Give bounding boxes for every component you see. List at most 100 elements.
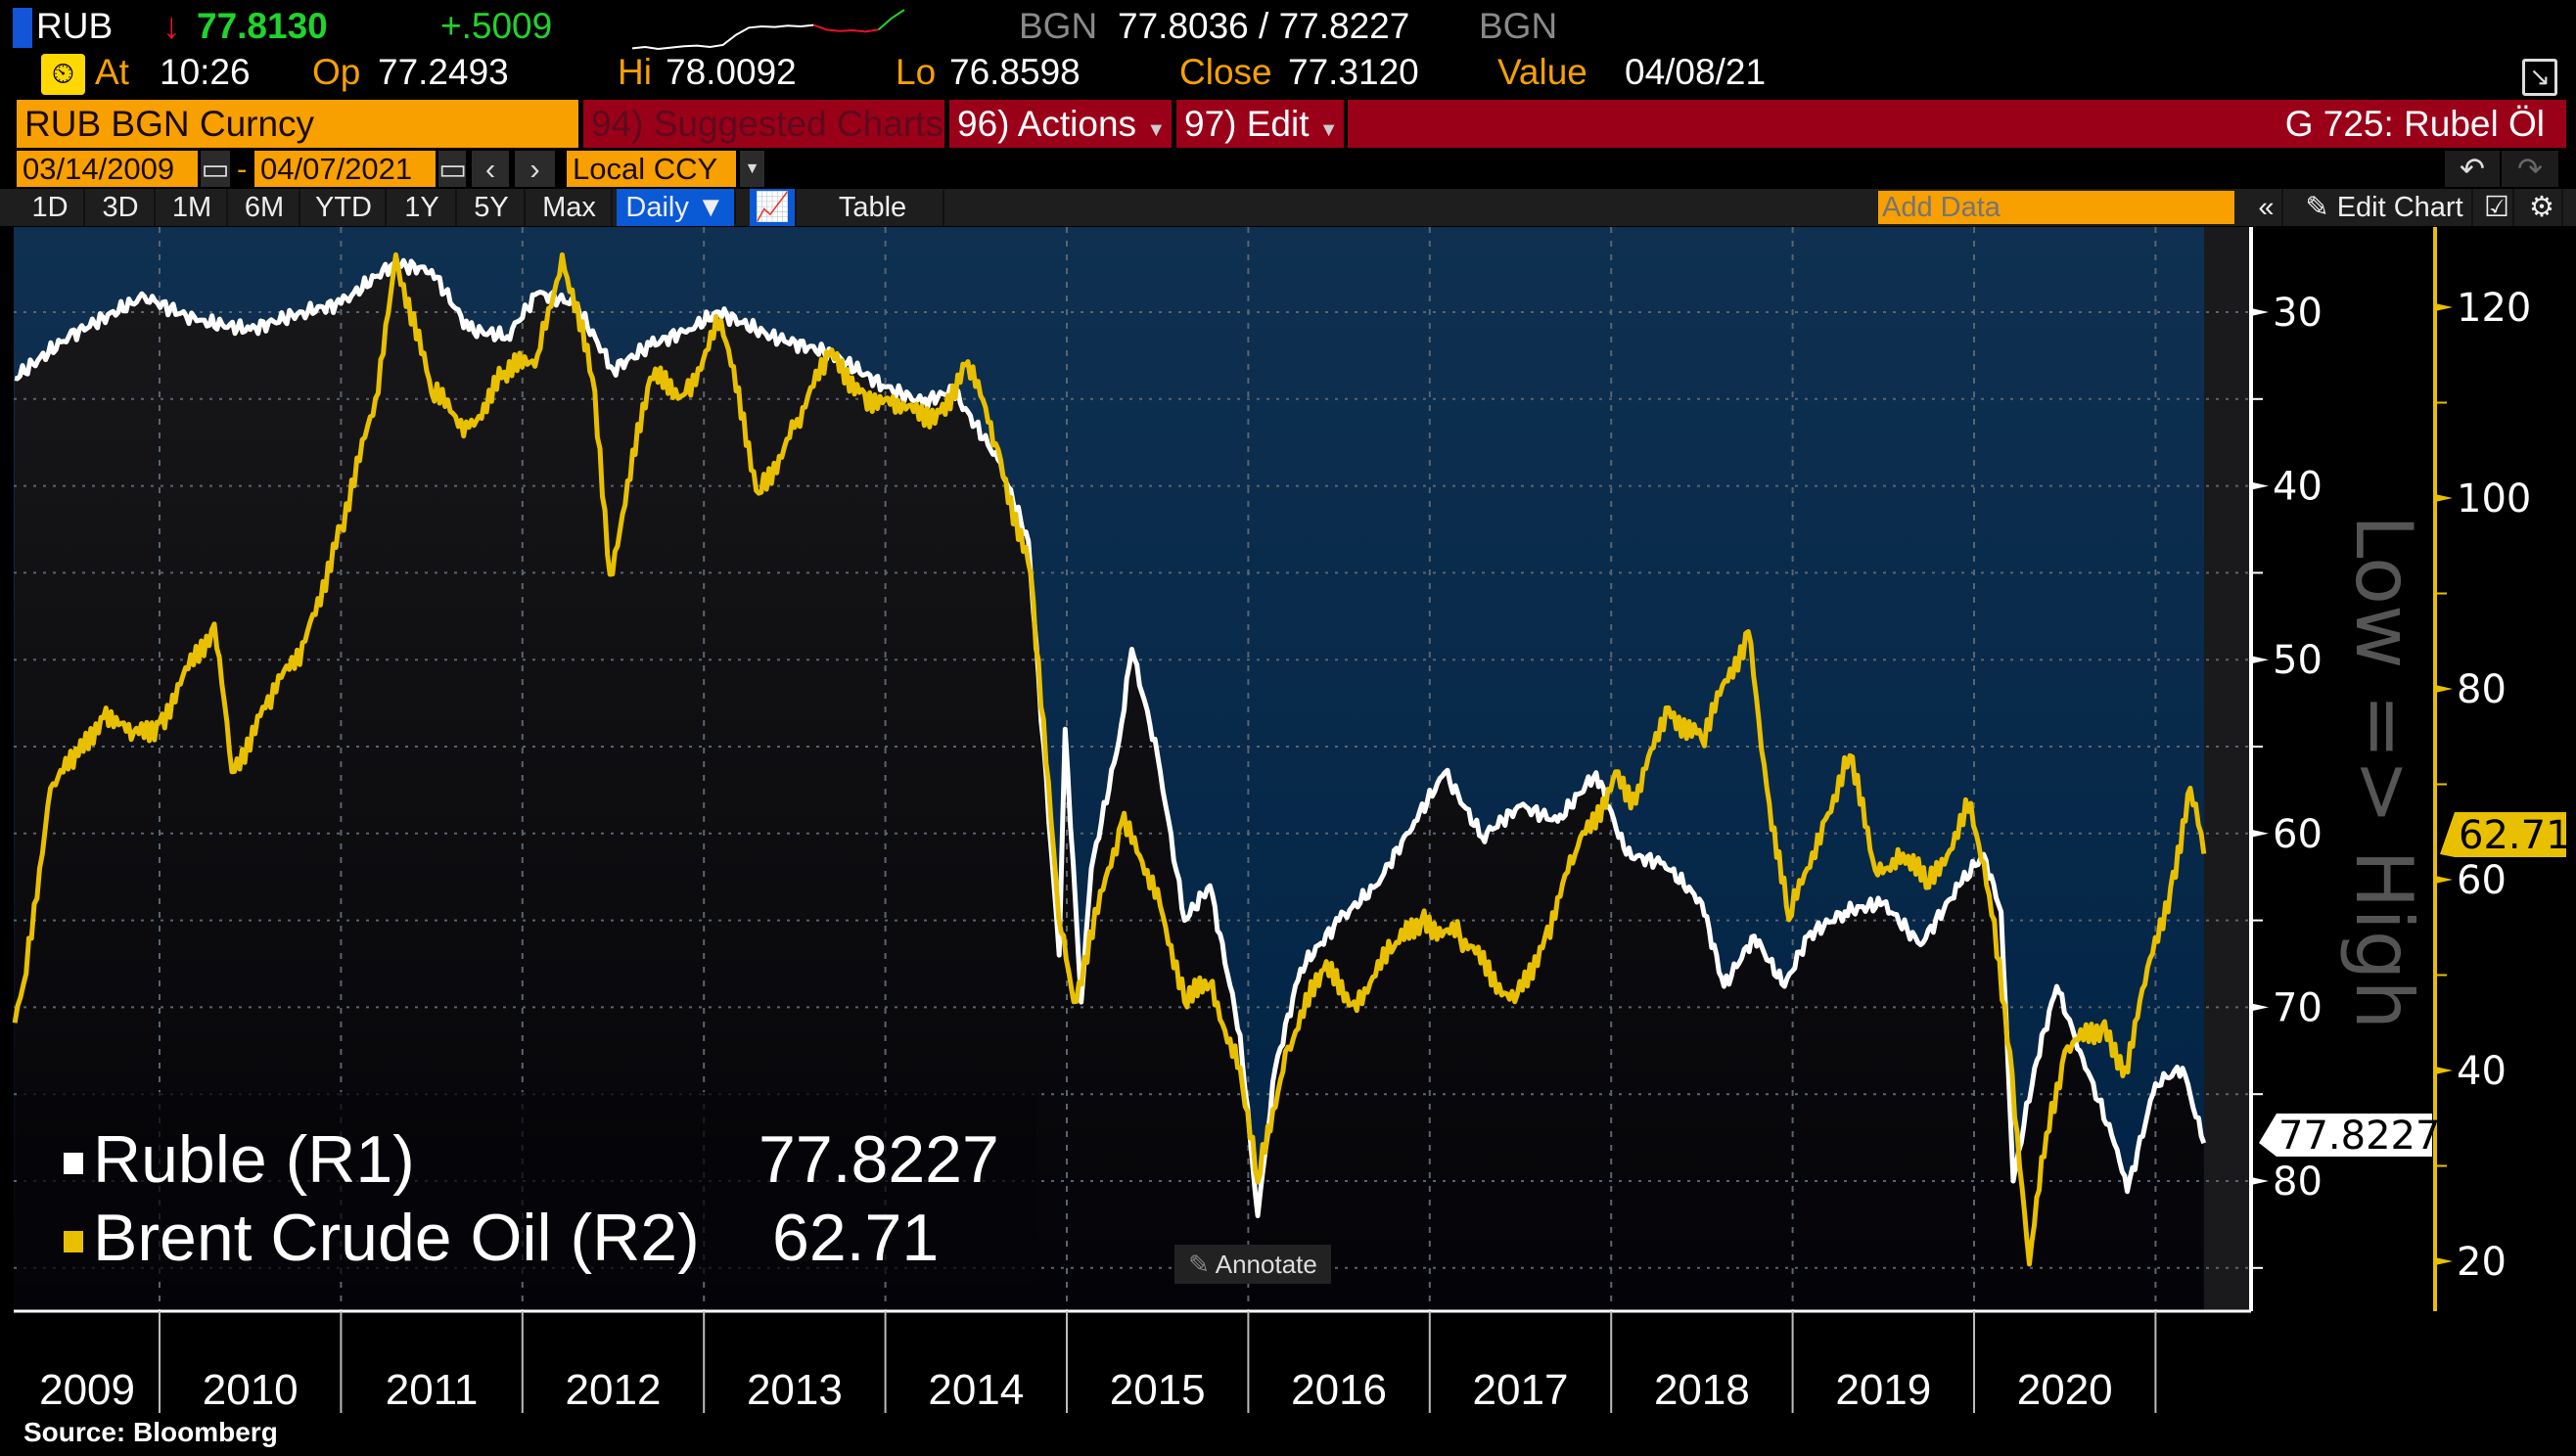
ruble-axis-label: 70 [2273,985,2323,1030]
start-date-field[interactable]: 03/14/2009 [17,151,198,187]
security-color-marker [13,8,32,48]
period-1d[interactable]: 1D [17,189,85,226]
table-button[interactable]: Table [803,189,944,226]
oil-axis-label: 100 [2457,477,2531,522]
close-value: 77.3120 [1288,52,1419,92]
ruble-last-value: 77.8227 [2278,1114,2440,1159]
oil-last-value: 62.71 [2459,813,2571,858]
oil-axis-label: 20 [2457,1240,2507,1285]
ruble-axis-tick [2251,829,2269,838]
down-arrow-icon: ↓ [162,6,181,46]
x-tick-label: 2016 [1291,1366,1387,1414]
x-tick-label: 2014 [928,1366,1024,1414]
high-label: Hi [618,52,652,92]
oil-axis-tick [2435,303,2453,311]
next-period-button[interactable]: › [515,151,555,187]
x-tick-label: 2018 [1654,1366,1750,1414]
ruble-axis-label: 60 [2273,812,2323,857]
undo-icon[interactable]: ↶ [2445,151,2500,187]
ruble-area-fill [14,260,2204,1312]
oil-axis-tick [2435,1067,2453,1074]
plot-right-margin [2204,227,2251,1311]
net-change: +.5009 [440,6,553,46]
edit-menu[interactable]: 97) Edit ▼ [1176,100,1344,148]
calendar-icon[interactable]: ▭ [201,151,230,187]
open-value: 77.2493 [378,52,509,92]
period-3d[interactable]: 3D [87,189,156,226]
oil-axis-tick [2435,876,2453,884]
ask-source: BGN [1479,6,1558,46]
ruble-legend-swatch [64,1153,83,1174]
add-data-input[interactable] [1878,191,2234,224]
ruble-legend-value: 77.8227 [759,1122,999,1197]
edit-chart-label: Edit Chart [2336,192,2463,223]
ruble-axis-tick [2251,308,2269,316]
value-date: 04/08/21 [1625,52,1767,92]
oil-axis-label: 120 [2457,286,2531,331]
x-tick-label: 2015 [1110,1366,1206,1414]
ruble-series-line [14,257,2207,1218]
oil-axis-label: 40 [2457,1049,2507,1094]
collapse-panel-button[interactable]: « [2251,189,2283,226]
chart-toolbar: 1D 3D 1M 6M YTD 1Y 5Y Max Daily ▼ 📈 Tabl… [0,189,2576,226]
value-date-label: Value [1497,52,1587,92]
at-label: At [95,52,129,92]
actions-menu[interactable]: 96) Actions ▼ [949,100,1172,148]
sparkline-segment [812,23,879,33]
oil-axis-tick [2435,494,2453,502]
ticker: RUB [36,6,114,46]
currency-select[interactable]: Local CCY [567,151,736,187]
page-title: G 725: Rubel Öl [2284,104,2545,144]
calendar-icon[interactable]: ▭ [438,151,468,187]
annotate-pencil-icon: ✎ [1188,1250,1210,1279]
legend: Ruble (R1) 77.8227 Brent Crude Oil (R2) … [17,1092,1036,1282]
x-tick-label: 2013 [747,1366,843,1414]
ruble-axis-tick [2251,656,2269,664]
security-field[interactable]: RUB BGN Curncy [17,100,578,148]
currency-dropdown-icon[interactable]: ▼ [740,151,764,187]
edit-label: 97) Edit [1184,104,1310,144]
axis-direction-label: Low => High [2338,515,2429,1029]
dropdown-arrow-icon: ▼ [1146,119,1167,141]
suggested-charts-button[interactable]: 94) Suggested Charts [583,100,944,148]
high-value: 78.0092 [666,52,797,92]
edit-chart-button[interactable]: ✎ Edit Chart [2297,189,2473,226]
intraday-sparkline [632,9,905,51]
period-ytd[interactable]: YTD [302,189,387,226]
previous-period-button[interactable]: ‹ [472,151,509,187]
period-1y[interactable]: 1Y [389,189,457,226]
ruble-axis-tick [2251,481,2269,490]
x-tick-label: 2011 [386,1366,479,1414]
period-6m[interactable]: 6M [230,189,300,226]
chart-type-icon[interactable]: 📈 [750,189,797,226]
date-separator: - [237,152,248,186]
period-max[interactable]: Max [528,189,613,226]
ruble-axis-label: 30 [2273,291,2323,336]
x-tick-label: 2019 [1835,1366,1931,1414]
period-5y[interactable]: 5Y [459,189,526,226]
ruble-axis-label: 40 [2273,465,2323,510]
market-clock-icon: ⏲ [41,54,85,95]
dropdown-arrow-icon: ▼ [1318,119,1339,141]
ruble-axis-label: 80 [2273,1160,2323,1205]
low-value: 76.8598 [949,52,1081,92]
oil-axis-tick [2435,685,2453,693]
gear-icon[interactable]: ⚙ [2522,189,2563,226]
oil-last-value-tag: 62.71 [2440,812,2571,858]
pop-out-icon[interactable]: ↘ [2522,59,2557,96]
edit-icon[interactable]: ☑ [2481,189,2514,226]
time: 10:26 [160,52,251,92]
oil-axis-tick [2435,1257,2453,1265]
end-date-field[interactable]: 04/07/2021 [254,151,436,187]
frequency-dropdown[interactable]: Daily ▼ [617,189,736,226]
bid-ask: 77.8036 / 77.8227 [1118,6,1410,46]
oil-axis-label: 60 [2457,858,2507,903]
oil-series-line [12,251,2207,1267]
x-tick-label: 2010 [203,1366,299,1414]
sparkline-segment [632,23,814,51]
redo-icon[interactable]: ↷ [2502,151,2558,187]
annotate-button[interactable]: ✎ Annotate [1174,1245,1331,1284]
period-1m[interactable]: 1M [158,189,228,226]
oil-legend-label: Brent Crude Oil (R2) [93,1201,700,1275]
